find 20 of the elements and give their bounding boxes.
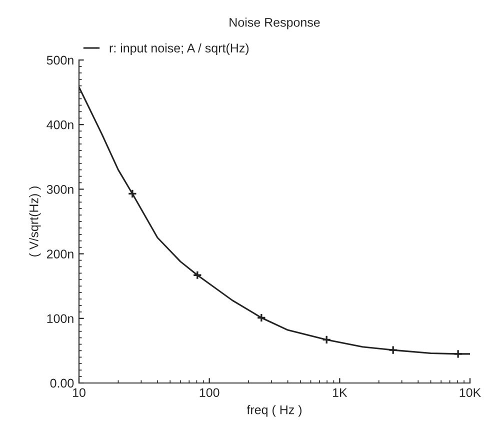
point [453,349,463,359]
legend-label: r: input noise; A / sqrt(Hz) [110,43,249,55]
y-tick-label: 0.00 [50,378,74,388]
y-axis-title: ( V/sqrt(Hz) ) [29,186,41,256]
x-tick-label: 10K [460,388,481,398]
y-tick-label: 100n [47,314,74,324]
x-tick-label: 10 [73,388,86,398]
y-tick-label: 400n [46,120,74,130]
y-tick-label: 300n [46,185,74,194]
point [256,313,266,322]
point [388,345,398,355]
x-axis-title: freq ( Hz ) [246,405,302,417]
x-tick-label: 1K [332,388,348,397]
y-tick-label: 200n [46,250,74,258]
point [192,270,202,280]
x-tick-label: 100 [200,388,220,398]
chart-title: Noise Response [230,18,320,30]
y-tick-label: 500n [46,56,74,65]
point [322,335,332,344]
point [128,189,138,198]
